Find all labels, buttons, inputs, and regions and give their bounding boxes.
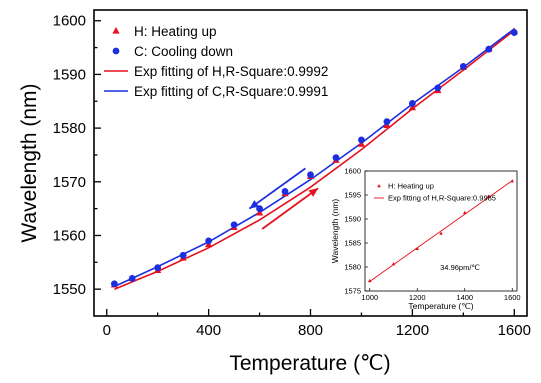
main-arrows — [248, 167, 319, 230]
inset-x-tick-label: 1200 — [409, 293, 426, 302]
main-fit-lines — [114, 28, 515, 290]
main-x-tick-label: 1200 — [396, 322, 429, 339]
inset-legend-label: Exp fitting of H,R-Square:0.9985 — [388, 194, 496, 203]
main-cooling-marker — [358, 136, 365, 144]
inset-legend-label: H: Heating up — [388, 182, 434, 191]
main-heating-marker — [408, 103, 416, 111]
main-legend-circle-symbol — [112, 47, 120, 55]
main-y-tick-label: 1590 — [53, 66, 86, 83]
main-heating-marker — [255, 208, 264, 216]
inset-y-tick-label: 1595 — [344, 191, 361, 200]
inset-heating-marker — [510, 179, 515, 183]
inset-heating-marker — [439, 231, 443, 235]
inset-heating-marker — [486, 194, 491, 198]
inset-axes: 1000 1200 1400 1600 1575 1580 1585 1590 1595 1600 — [344, 167, 520, 303]
main-cooling-marker — [307, 171, 314, 179]
main-heating-marker — [357, 140, 366, 147]
inset-y-tick-label: 1590 — [344, 215, 361, 224]
main-cooling-marker — [128, 275, 136, 282]
main-fit-line-2 — [114, 29, 515, 290]
inset-y-tick-label: 1575 — [344, 287, 361, 296]
main-cooling-marker — [230, 221, 238, 229]
main-y-tick-label: 1560 — [53, 227, 86, 244]
main-fit-line-3 — [114, 28, 515, 288]
inset-x-axis-label: Temperature (℃) — [408, 301, 473, 311]
main-cooling-marker — [434, 84, 442, 92]
main-plot: 0 400 800 1200 1600155015601570158015901600 … — [18, 9, 531, 375]
main-y-tick-label: 1580 — [53, 120, 86, 137]
main-markers — [110, 27, 518, 288]
main-x-tick-label: 400 — [196, 322, 221, 339]
inset-markers — [367, 179, 515, 283]
main-legend-label: C: Cooling down — [134, 44, 233, 59]
inset-y-axis-label: Wavelength (nm) — [330, 199, 340, 264]
inset-heating-marker — [391, 262, 396, 266]
main-x-tick-label: 0 — [103, 322, 111, 339]
main-cooling-marker — [110, 280, 118, 288]
main-cooling-marker — [179, 251, 187, 259]
main-y-axis-label: Wavelength (nm) — [18, 83, 41, 242]
main-x-axis-label: Temperature (℃) — [229, 352, 390, 375]
inset-y-tick-label: 1600 — [344, 167, 361, 176]
main-legend-label: H: Heating up — [134, 24, 217, 39]
main-legend-label: Exp fitting of H,R-Square:0.9992 — [134, 64, 328, 79]
main-cooling-marker — [459, 62, 467, 70]
main-cooling-marker — [332, 154, 340, 162]
inset-slope-annotation: 34.96pm/℃ — [440, 263, 480, 272]
direction-arrow-head-0 — [249, 200, 260, 209]
main-y-tick-label: 1600 — [53, 13, 86, 30]
direction-arrow-0 — [248, 167, 306, 210]
main-legend-triangle-symbol — [112, 27, 120, 34]
direction-arrow-head-1 — [308, 188, 319, 197]
inset-legend-triangle-symbol — [377, 184, 381, 188]
main-x-tick-label: 800 — [298, 322, 323, 339]
main-cooling-marker — [256, 205, 263, 213]
main-legend-label: Exp fitting of C,R-Square:0.9991 — [134, 84, 328, 99]
main-cooling-marker — [383, 118, 391, 126]
inset-x-tick-label: 1400 — [456, 293, 473, 302]
inset-heating-marker — [367, 278, 372, 283]
inset-legend: H: Heating up Exp fitting of H,R-Square:0… — [374, 182, 496, 203]
main-cooling-marker — [281, 188, 289, 195]
main-cooling-marker — [408, 100, 416, 107]
main-cooling-marker — [485, 45, 493, 53]
main-cooling-marker — [205, 237, 213, 245]
inset-x-tick-label: 1000 — [361, 293, 378, 302]
inset-y-tick-label: 1580 — [344, 263, 361, 272]
main-x-tick-label: 1600 — [498, 322, 531, 339]
main-cooling-marker — [510, 29, 518, 36]
main-legend: H: Heating up C: Cooling down Exp fitting … — [104, 24, 328, 99]
inset-heating-marker — [462, 210, 467, 215]
inset-y-tick-label: 1585 — [344, 239, 361, 248]
main-y-tick-label: 1550 — [53, 281, 86, 298]
direction-arrow-1 — [261, 187, 319, 230]
main-y-tick-label: 1570 — [53, 174, 86, 191]
inset-heating-marker — [415, 246, 420, 251]
inset-x-tick-label: 1600 — [504, 293, 521, 302]
inset-plot: 1000 1200 1400 1600 1575 1580 1585 1590 1595 1600… — [330, 167, 521, 312]
main-cooling-marker — [154, 264, 162, 272]
main-axes: 0 400 800 1200 1600 1550 1560 1570 1580 1590 1600 — [53, 13, 531, 339]
